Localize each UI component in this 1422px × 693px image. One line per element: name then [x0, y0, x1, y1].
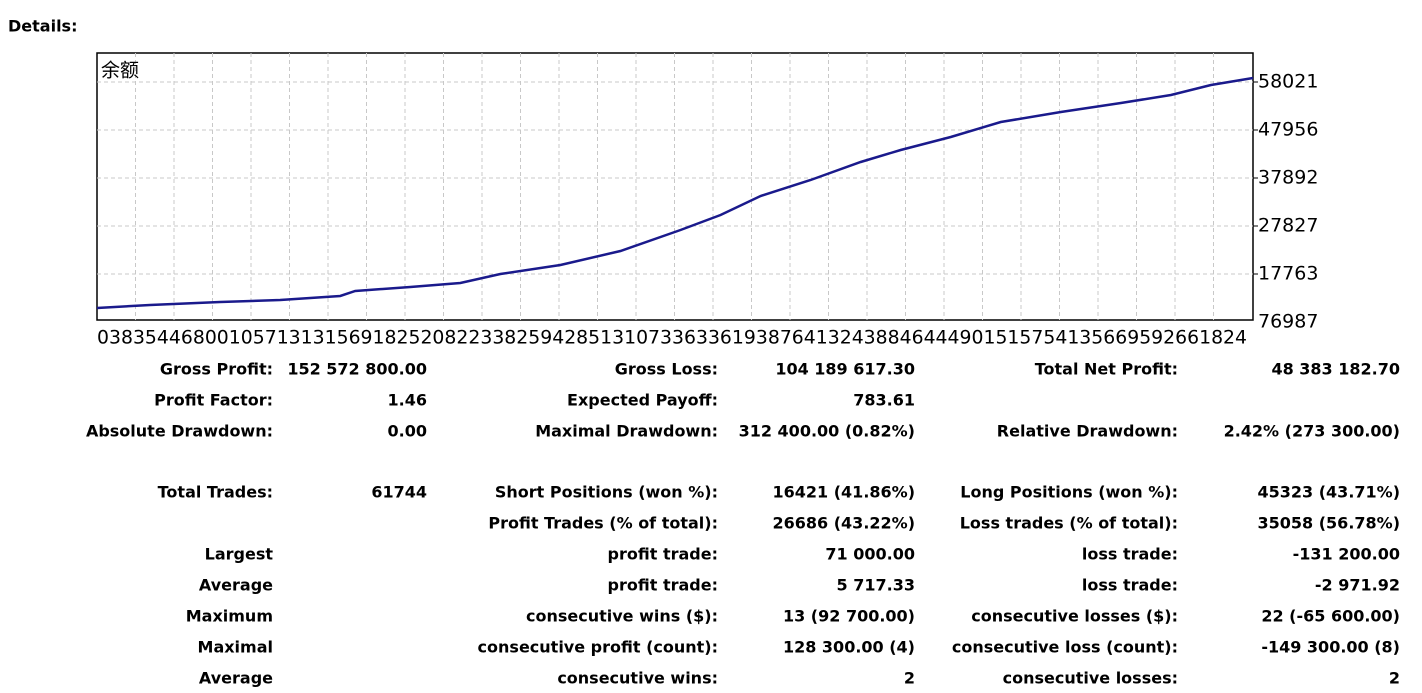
cell-label: profit trade:: [608, 576, 718, 595]
cell-label: Gross Profit:: [160, 360, 273, 379]
cell-value: -149 300.00 (8): [1261, 638, 1400, 657]
cell-label: Profit Trades (% of total):: [488, 514, 718, 533]
cell-label: consecutive wins ($):: [526, 607, 718, 626]
cell-value: 71 000.00: [825, 545, 915, 564]
cell-label: Maximal Drawdown:: [535, 422, 718, 441]
cell-value: 13 (92 700.00): [783, 607, 915, 626]
cell-value: -131 200.00: [1293, 545, 1400, 564]
cell-value: 2.42% (273 300.00): [1224, 422, 1400, 441]
cell-label: Total Trades:: [158, 483, 273, 502]
cell-label: Relative Drawdown:: [997, 422, 1178, 441]
cell-label: Expected Payoff:: [567, 391, 718, 410]
cell-value: 128 300.00 (4): [783, 638, 915, 657]
cell-value: 26686 (43.22%): [773, 514, 916, 533]
cell-label: profit trade:: [608, 545, 718, 564]
cell-value: 35058 (56.78%): [1258, 514, 1401, 533]
cell-label: Absolute Drawdown:: [86, 422, 273, 441]
cell-label: Profit Factor:: [154, 391, 273, 410]
y-tick-label: 17763: [1258, 263, 1318, 285]
cell-value: 48 383 182.70: [1271, 360, 1400, 379]
cell-value: 61744: [371, 483, 427, 502]
cell-value: 22 (-65 600.00): [1261, 607, 1400, 626]
cell-label: Total Net Profit:: [1035, 360, 1178, 379]
cell-label: Average: [199, 669, 273, 688]
cell-value: 0.00: [388, 422, 427, 441]
cell-value: 45323 (43.71%): [1258, 483, 1401, 502]
cell-value: 152 572 800.00: [287, 360, 427, 379]
cell-label: consecutive profit (count):: [478, 638, 718, 657]
cell-value: 312 400.00 (0.82%): [739, 422, 915, 441]
x-axis-text: 0383544680010571313156918252082233825942…: [97, 327, 1247, 349]
cell-value: 5 717.33: [837, 576, 915, 595]
section-title: Details:: [8, 17, 77, 36]
cell-value: 783.61: [853, 391, 915, 410]
cell-label: loss trade:: [1082, 545, 1178, 564]
vertical-grid: [135, 53, 1214, 320]
cell-label: Maximal: [198, 638, 273, 657]
cell-value: 104 189 617.30: [775, 360, 915, 379]
cell-label: Average: [199, 576, 273, 595]
y-tick-label: 47956: [1258, 119, 1318, 141]
cell-label: Maximum: [186, 607, 273, 626]
cell-label: Short Positions (won %):: [495, 483, 718, 502]
cell-label: consecutive losses:: [1003, 669, 1178, 688]
cell-label: Gross Loss:: [615, 360, 718, 379]
balance-line: [96, 76, 1254, 310]
cell-label: consecutive wins:: [557, 669, 718, 688]
cell-label: consecutive losses ($):: [971, 607, 1178, 626]
y-bottom-label: 76987: [1258, 311, 1318, 333]
cell-value: -2 971.92: [1315, 576, 1400, 595]
y-tick-label: 58021: [1258, 70, 1318, 92]
y-tick-label: 27827: [1258, 215, 1318, 237]
cell-value: 2: [1389, 669, 1400, 688]
cell-label: loss trade:: [1082, 576, 1178, 595]
cell-label: Long Positions (won %):: [960, 483, 1178, 502]
cell-label: Largest: [205, 545, 274, 564]
cell-label: Loss trades (% of total):: [960, 514, 1178, 533]
cell-value: 1.46: [388, 391, 427, 410]
chart-label: 余额: [101, 60, 139, 82]
cell-label: consecutive loss (count):: [952, 638, 1178, 657]
y-tick-label: 37892: [1258, 167, 1318, 189]
cell-value: 16421 (41.86%): [773, 483, 916, 502]
cell-value: 2: [904, 669, 915, 688]
